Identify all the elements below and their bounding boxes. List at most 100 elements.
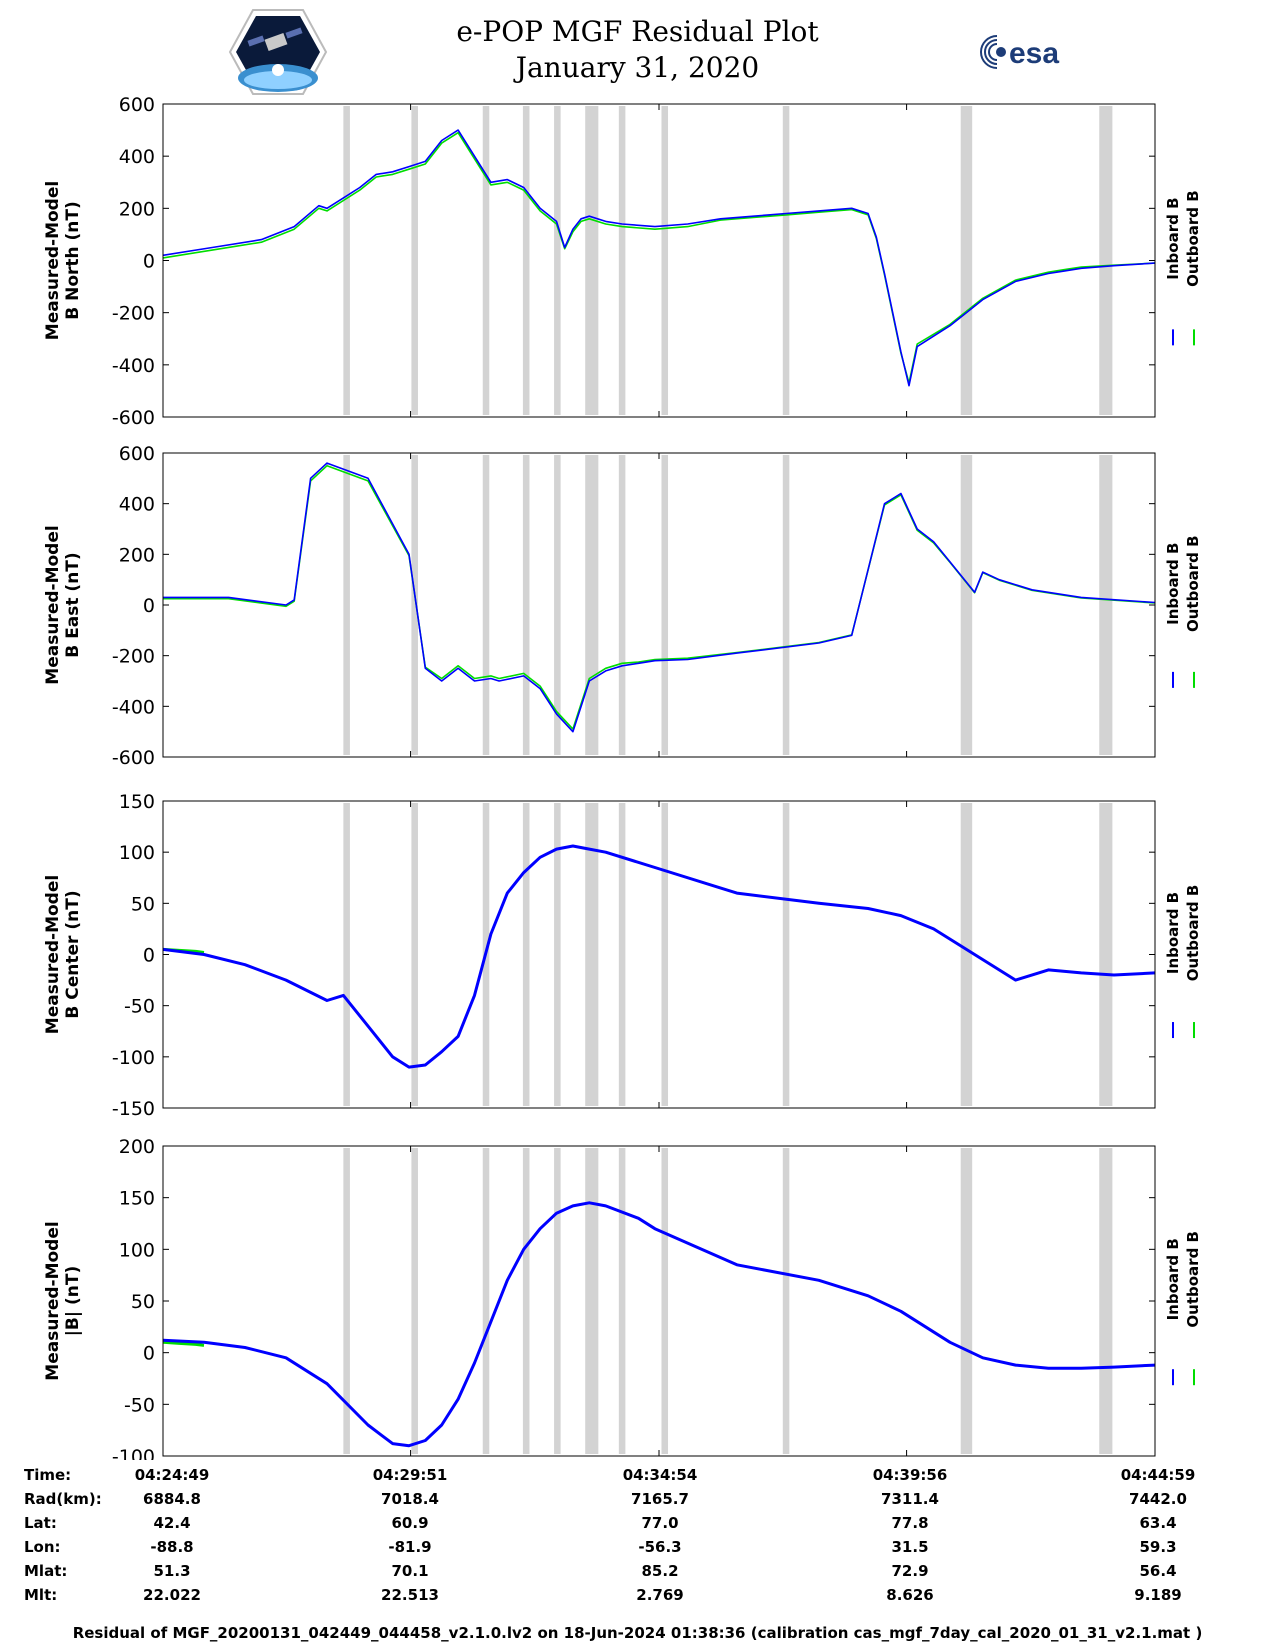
chart-panel-3: 150 100 50 0 -50 -100 -150 Measured-Model B Cent… — [43, 791, 1202, 1120]
data-gap-bar — [411, 455, 418, 755]
table-cell: 04:39:56 — [872, 1466, 948, 1484]
data-gap-bar — [585, 803, 599, 1106]
data-gap-bar — [522, 106, 530, 415]
data-gap-bar — [585, 1148, 599, 1454]
table-cell: 56.4 — [1139, 1562, 1177, 1580]
table-cell: 51.3 — [153, 1562, 191, 1580]
table-cell: 7311.4 — [881, 1490, 939, 1508]
cassiope-satellite-logo-icon — [228, 9, 328, 95]
y-tick-label: 0 — [143, 945, 155, 967]
data-gap-bar — [618, 106, 626, 415]
y-tick-label: -200 — [112, 303, 155, 325]
data-gap-bar — [522, 803, 530, 1106]
chart-panel-2: 600 400 200 0 -200 -400 -600 Measured-Model B Ea… — [43, 443, 1202, 769]
y-tick-label: 150 — [119, 791, 155, 813]
y-tick-label: -400 — [112, 696, 155, 718]
data-gap-bar — [782, 455, 790, 755]
inboard-series-line — [162, 844, 1156, 1069]
table-cell: 42.4 — [153, 1514, 191, 1532]
table-cell: 7165.7 — [631, 1490, 689, 1508]
data-gap-bar — [482, 1148, 490, 1454]
table-cell: -81.9 — [388, 1538, 432, 1556]
y-tick-label: 600 — [119, 443, 155, 465]
data-gap-bar — [960, 803, 973, 1106]
y-tick-label: 0 — [143, 1343, 155, 1365]
page-title: e-POP MGF Residual Plot — [456, 15, 819, 48]
y-axis-label: Measured-Model — [43, 525, 63, 684]
data-gap-bar — [554, 106, 561, 415]
legend-outboard-label: Outboard B — [1184, 1231, 1202, 1328]
inboard-series-line — [163, 462, 1156, 733]
y-axis-label: Measured-Model — [43, 1221, 63, 1380]
table-cell: 63.4 — [1139, 1514, 1177, 1532]
table-cell: 22.513 — [381, 1586, 439, 1604]
table-cell: 77.0 — [641, 1514, 679, 1532]
data-gap-bar — [554, 455, 561, 755]
table-cell: 7018.4 — [381, 1490, 439, 1508]
data-gap-bar — [618, 803, 626, 1106]
page-date: January 31, 2020 — [515, 51, 760, 84]
chart-panel-4: 200 150 100 50 0 -50 -100 Measured-Model |B| (nT… — [43, 1136, 1202, 1460]
plot-frame — [162, 800, 1156, 1109]
data-gap-bar — [1099, 455, 1113, 755]
y-axis-label: B East (nT) — [63, 552, 83, 657]
esa-logo-icon: esa — [975, 30, 1095, 74]
legend-outboard-label: Outboard B — [1184, 535, 1202, 632]
table-cell: 59.3 — [1139, 1538, 1177, 1556]
y-tick-label: -50 — [124, 996, 155, 1018]
table-cell: 70.1 — [391, 1562, 429, 1580]
y-tick-label: 400 — [119, 494, 155, 516]
legend-outboard-label: Outboard B — [1184, 190, 1202, 287]
data-gap-bar — [482, 455, 490, 755]
y-axis-label: |B| (nT) — [63, 1266, 83, 1337]
y-tick-label: 50 — [131, 893, 155, 915]
footer-caption: Residual of MGF_20200131_042449_044458_v… — [72, 1624, 1203, 1642]
data-gap-bar — [1099, 1148, 1113, 1454]
plot-frame — [162, 103, 1156, 418]
y-axis-label: B North (nT) — [63, 201, 83, 320]
outboard-series-line — [163, 464, 1156, 730]
table-cell: -56.3 — [638, 1538, 682, 1556]
y-tick-label: 50 — [131, 1291, 155, 1313]
y-axis-label: Measured-Model — [43, 181, 63, 340]
legend-inboard-label: Inboard B — [1164, 1238, 1182, 1320]
plot-frame — [162, 452, 1156, 758]
data-gap-bar — [661, 106, 669, 415]
y-tick-label: -600 — [112, 407, 155, 429]
data-gap-bar — [960, 455, 973, 755]
y-tick-label: -150 — [112, 1098, 155, 1120]
data-gap-bar — [782, 803, 790, 1106]
outboard-series-line — [162, 131, 1156, 384]
data-gap-bar — [585, 455, 599, 755]
data-gap-bar — [661, 1148, 669, 1454]
legend-outboard-label: Outboard B — [1184, 885, 1202, 982]
row-label-time: Time: — [24, 1466, 72, 1484]
y-tick-label: 0 — [143, 595, 155, 617]
legend-inboard-label: Inboard B — [1164, 543, 1182, 625]
y-axis-label: B Center (nT) — [63, 890, 83, 1018]
data-gap-bar — [782, 1148, 790, 1454]
plot-frame — [162, 1145, 1156, 1457]
row-label-lat: Lat: — [24, 1514, 57, 1532]
data-gap-bar — [411, 106, 418, 415]
table-cell: 77.8 — [891, 1514, 929, 1532]
data-gap-bar — [661, 455, 669, 755]
table-cell: 8.626 — [886, 1586, 934, 1604]
row-label-lon: Lon: — [24, 1538, 61, 1556]
table-cell: 31.5 — [891, 1538, 929, 1556]
data-gap-bar — [960, 106, 973, 415]
data-gap-bar — [343, 455, 350, 755]
y-tick-label: 0 — [143, 251, 155, 273]
data-gap-bar — [411, 803, 418, 1106]
y-tick-label: -400 — [112, 355, 155, 377]
data-gap-bar — [343, 803, 350, 1106]
esa-logo-text: esa — [1009, 37, 1059, 70]
table-cell: 2.769 — [636, 1586, 684, 1604]
y-tick-label: 150 — [119, 1188, 155, 1210]
data-gap-bar — [618, 1148, 626, 1454]
y-tick-label: -600 — [112, 747, 155, 769]
row-label-rad: Rad(km): — [24, 1490, 102, 1508]
title-block: e-POP MGF Residual Plot January 31, 2020 — [0, 14, 1275, 86]
outboard-series-line — [162, 1340, 205, 1347]
